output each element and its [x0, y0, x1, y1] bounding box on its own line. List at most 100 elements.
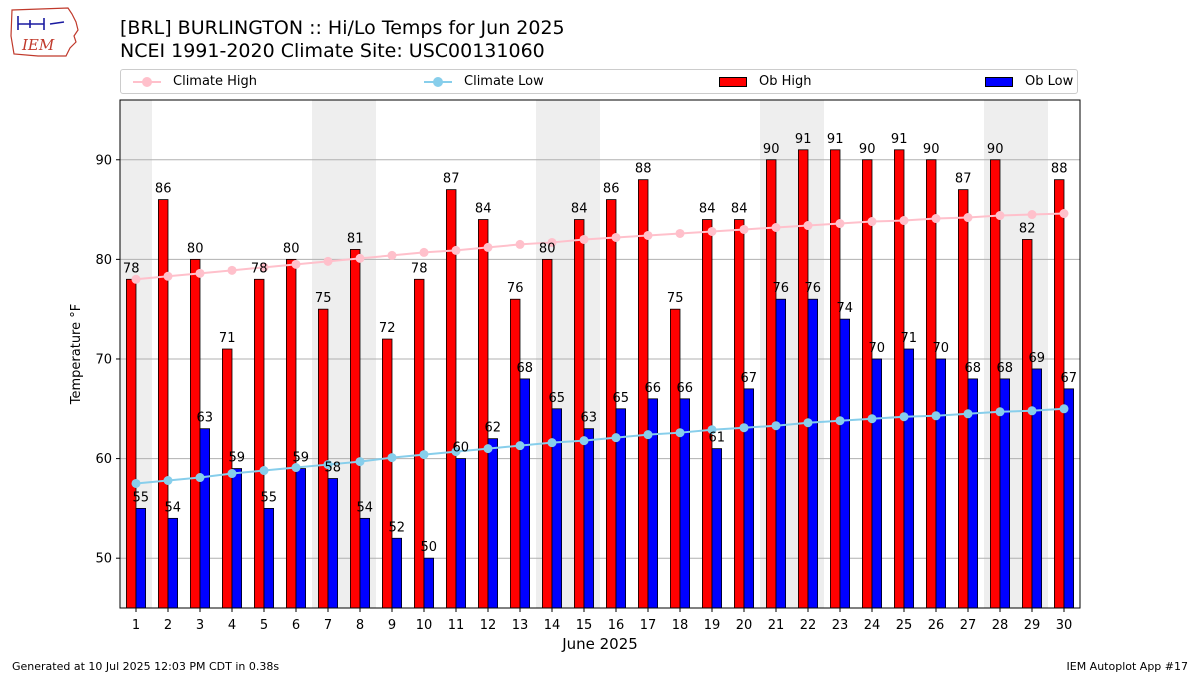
ob-low-bar-13: [519, 378, 531, 609]
iowa-outline-icon: [10, 7, 79, 57]
climate-low-point-2: [163, 476, 173, 486]
x-tick-label-25: 25: [896, 618, 913, 633]
legend-item-climate-high: Climate High: [133, 70, 257, 93]
climate-low-point-18: [675, 428, 685, 438]
ob-low-swatch-icon: [985, 76, 1013, 87]
climate-high-point-26: [931, 214, 941, 224]
x-tick-label-24: 24: [864, 618, 881, 633]
weather-station-icon: [17, 16, 65, 30]
ob-high-label-5: 78: [251, 261, 268, 276]
climate-high-point-14: [547, 237, 557, 247]
ob-high-label-9: 72: [379, 321, 396, 336]
ob-low-label-5: 55: [261, 490, 278, 505]
climate-high-point-4: [227, 265, 237, 275]
x-tick-label-9: 9: [388, 618, 396, 633]
legend-label-ob-low: Ob Low: [1025, 74, 1074, 89]
climate-low-point-9: [387, 453, 397, 463]
ob-low-label-12: 62: [485, 421, 502, 436]
climate-high-point-13: [515, 239, 525, 249]
ob-high-label-1: 78: [123, 261, 140, 276]
climate-high-point-9: [387, 250, 397, 260]
ob-low-label-3: 63: [197, 411, 214, 426]
climate-low-point-4: [227, 469, 237, 479]
ob-high-bar-19: [702, 219, 713, 609]
ob-high-label-11: 87: [443, 172, 460, 187]
climate-low-point-12: [483, 444, 493, 454]
climate-high-point-7: [323, 256, 333, 266]
ob-high-bar-26: [926, 159, 937, 609]
x-tick-label-6: 6: [292, 618, 300, 633]
ob-low-bar-26: [935, 358, 947, 609]
climate-low-point-17: [643, 430, 653, 440]
climate-low-line: [135, 407, 1065, 485]
climate-high-point-20: [739, 224, 749, 234]
ob-high-label-2: 86: [155, 182, 172, 197]
climate-high-point-29: [1027, 210, 1037, 220]
ob-low-label-23: 74: [837, 301, 854, 316]
ob-low-label-24: 70: [869, 341, 886, 356]
x-tick-label-20: 20: [736, 618, 753, 633]
ob-high-swatch-icon: [719, 76, 747, 87]
climate-high-point-21: [771, 222, 781, 232]
ob-low-bar-15: [583, 428, 595, 609]
ob-low-label-9: 52: [389, 520, 406, 535]
ob-low-bar-3: [199, 428, 211, 609]
legend-item-ob-low: Ob Low: [985, 70, 1073, 93]
ob-low-label-29: 69: [1029, 351, 1046, 366]
climate-high-point-27: [963, 213, 973, 223]
app-id: IEM Autoplot App #17: [1066, 660, 1189, 673]
ob-low-label-26: 70: [933, 341, 950, 356]
climate-high-point-16: [611, 232, 621, 242]
legend-label-climate-low: Climate Low: [464, 74, 544, 89]
ob-high-bar-13: [509, 298, 521, 609]
ob-low-label-25: 71: [901, 331, 918, 346]
ob-high-bar-18: [670, 308, 681, 609]
ob-low-label-6: 59: [293, 451, 310, 466]
ob-high-label-6: 80: [283, 241, 300, 256]
ob-high-label-19: 84: [699, 202, 716, 217]
ob-low-label-27: 68: [965, 361, 982, 376]
ob-high-label-27: 87: [955, 172, 972, 187]
x-tick-label-5: 5: [260, 618, 268, 633]
climate-high-point-18: [675, 228, 685, 238]
x-tick-label-4: 4: [228, 618, 236, 633]
ob-low-label-17: 66: [645, 381, 662, 396]
ob-low-label-30: 67: [1061, 371, 1078, 386]
ob-low-bar-30: [1063, 388, 1075, 609]
climate-low-point-20: [739, 423, 749, 433]
logo-text: IEM: [21, 36, 55, 54]
ob-low-label-8: 54: [357, 500, 374, 515]
ob-high-bar-28: [990, 159, 1001, 609]
ob-low-bar-17: [647, 398, 659, 609]
x-tick-label-18: 18: [672, 618, 689, 633]
climate-high-point-12: [483, 242, 493, 252]
climate-high-line-icon: [133, 76, 161, 87]
ob-high-bar-8: [349, 249, 361, 609]
x-tick-label-30: 30: [1056, 618, 1073, 633]
climate-low-point-29: [1027, 406, 1037, 416]
ob-high-label-23: 91: [827, 132, 844, 147]
ob-high-label-7: 75: [315, 291, 332, 306]
climate-low-point-8: [355, 457, 365, 467]
x-tick-label-26: 26: [928, 618, 945, 633]
climate-low-point-3: [195, 473, 205, 483]
climate-high-point-3: [195, 268, 205, 278]
climate-high-point-22: [803, 221, 813, 231]
climate-high-point-6: [291, 259, 301, 269]
ob-low-label-13: 68: [517, 361, 534, 376]
x-tick-label-10: 10: [416, 618, 433, 633]
ob-high-label-10: 78: [411, 261, 428, 276]
ob-low-label-7: 58: [325, 461, 342, 476]
legend-label-climate-high: Climate High: [173, 74, 258, 89]
x-tick-label-7: 7: [324, 618, 332, 633]
x-tick-label-1: 1: [132, 618, 140, 633]
x-tick-label-27: 27: [960, 618, 977, 633]
ob-low-label-21: 76: [773, 281, 790, 296]
climate-high-point-23: [835, 219, 845, 229]
climate-low-point-22: [803, 418, 813, 428]
ob-low-label-18: 66: [677, 381, 694, 396]
climate-low-point-14: [547, 438, 557, 448]
plot-area-frame: [119, 99, 1081, 609]
ob-high-bar-1: [126, 278, 137, 609]
